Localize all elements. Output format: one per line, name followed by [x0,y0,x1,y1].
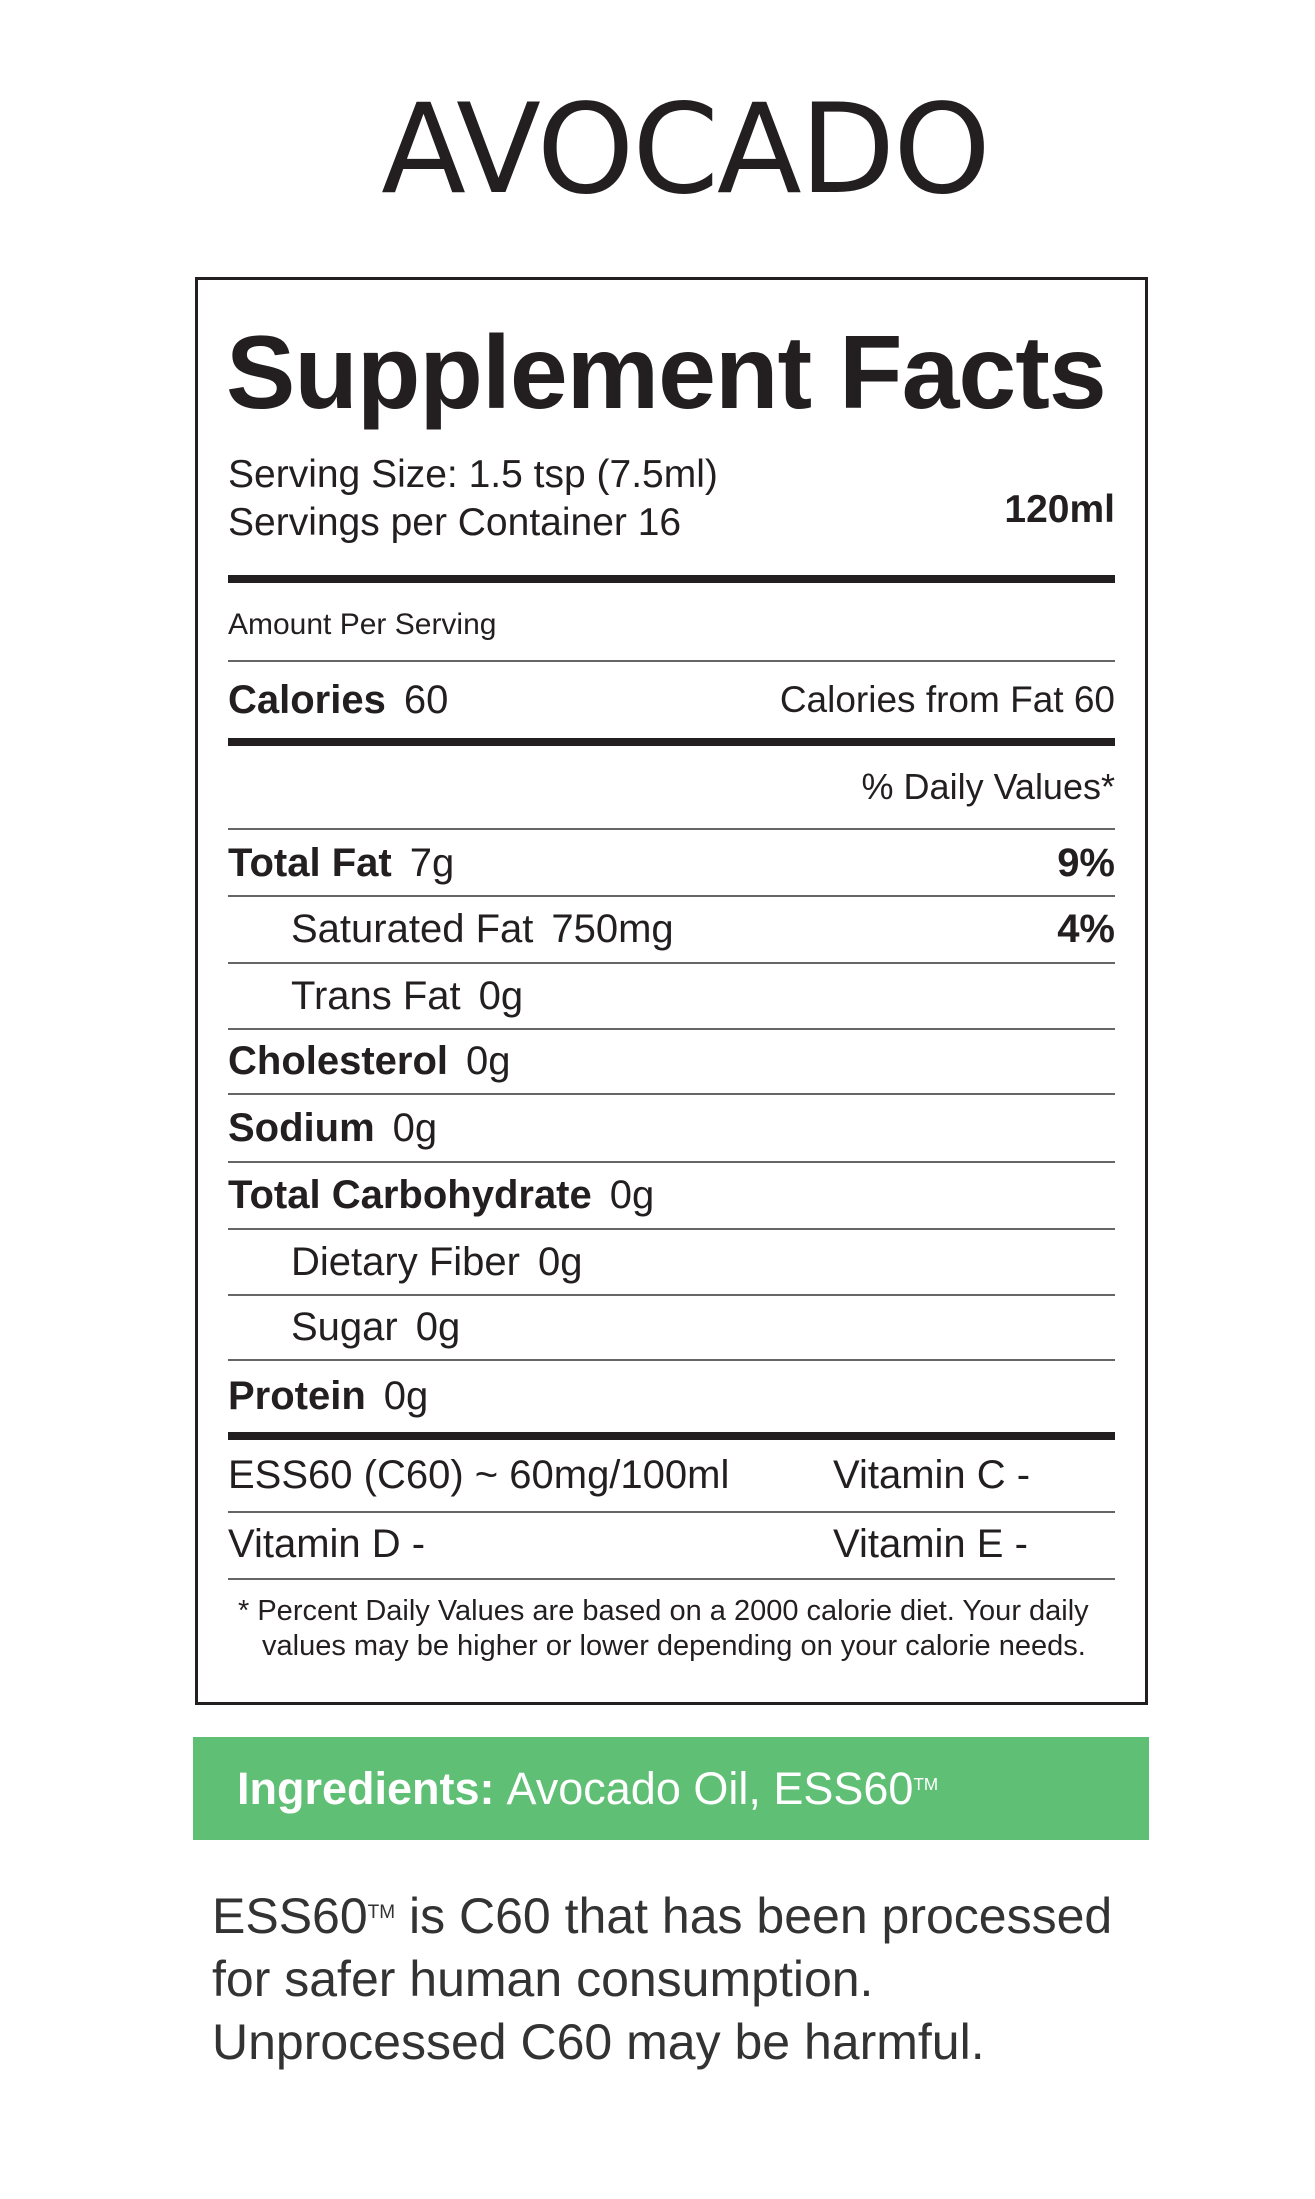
extras-row: ESS60 (C60) ~ 60mg/100ml Vitamin C - [228,1440,1115,1511]
divider [228,1228,1115,1230]
nutrient-amount: 750mg [551,907,674,951]
thick-divider [228,1432,1115,1440]
nutrient-row: Sodium 0g [228,1095,1115,1161]
divider [228,1578,1115,1580]
calories-from-fat: Calories from Fat 60 [779,679,1115,720]
calories-value: 60 [403,677,449,722]
note-line: Unprocessed C60 may be harmful. [212,2014,985,2070]
nutrient-name: Total Fat [228,840,392,885]
thick-divider [228,738,1115,746]
divider [228,1294,1115,1296]
nutrient-row: Total Fat 7g 9% [228,831,1115,895]
nutrient-row: Total Carbohydrate 0g [228,1163,1115,1228]
nutrient-row: Cholesterol 0g [228,1030,1115,1093]
nutrient-amount: 7g [409,840,455,885]
nutrient-name: Sugar [291,1305,398,1349]
nutrient-name: Protein [228,1374,366,1418]
daily-values-header: % Daily Values* [228,746,1115,828]
ess60-note: ESS60TM is C60 that has been processed f… [212,1885,1212,2074]
nutrient-amount: 0g [383,1374,429,1418]
supplement-facts-box [195,277,1148,1705]
calories-row: Calories 60 Calories from Fat 60 [228,662,1115,738]
nutrient-amount: 0g [415,1305,461,1349]
nutrient-daily-value: 9% [1057,840,1115,885]
divider [228,1359,1115,1361]
amount-per-serving: Amount Per Serving [228,608,497,641]
divider [228,1028,1115,1030]
nutrient-row: Sugar 0g [228,1296,1115,1359]
extra-item: Vitamin D - [228,1522,426,1566]
note-brand: ESS60 [212,1888,368,1944]
nutrient-name: Dietary Fiber [291,1239,520,1284]
nutrient-name: Saturated Fat [291,907,534,951]
product-title: AVOCADO [381,78,991,222]
nutrient-name: Sodium [228,1105,375,1150]
divider [228,895,1115,897]
thick-divider [228,575,1115,583]
servings-per-container: Servings per Container 16 [228,501,682,544]
nutrient-daily-value: 4% [1057,907,1115,951]
footnote-line: * Percent Daily Values are based on a 20… [238,1595,1089,1627]
divider [228,1093,1115,1095]
nutrient-row: Saturated Fat 750mg 4% [228,897,1115,962]
nutrient-amount: 0g [609,1173,655,1217]
divider [228,962,1115,964]
nutrient-name: Total Carbohydrate [228,1173,592,1217]
divider [228,1161,1115,1163]
extra-item: Vitamin E - [833,1522,1028,1566]
divider [228,660,1115,662]
nutrient-amount: 0g [478,973,524,1018]
nutrient-name: Cholesterol [228,1039,449,1083]
ingredients-value: Avocado Oil, ESS60 [506,1762,914,1814]
ingredients-band: Ingredients: Avocado Oil, ESS60 TM [193,1737,1149,1840]
ingredients-label: Ingredients: [237,1762,495,1814]
calories-label: Calories [228,677,386,722]
divider [228,1511,1115,1513]
nutrient-row: Trans Fat 0g [228,964,1115,1028]
nutrient-row: Protein 0g [228,1361,1115,1432]
trademark: TM [913,1774,939,1794]
footnote-line: values may be higher or lower depending … [262,1630,1086,1662]
nutrient-amount: 0g [466,1039,511,1083]
nutrient-amount: 0g [392,1105,438,1150]
daily-values-label: % Daily Values* [861,766,1115,807]
nutrient-name: Trans Fat [291,973,461,1018]
serving-size: Serving Size: 1.5 tsp (7.5ml) [228,453,718,496]
divider [228,828,1115,830]
container-volume: 120ml [1004,488,1115,531]
extra-item: ESS60 (C60) ~ 60mg/100ml [228,1453,730,1497]
trademark: TM [367,1902,396,1923]
note-line: is C60 that has been processed [395,1888,1113,1944]
extras-row: Vitamin D - Vitamin E - [228,1511,1115,1578]
nutrient-amount: 0g [537,1239,583,1284]
extra-item: Vitamin C - [833,1453,1031,1497]
daily-value-footnote: * Percent Daily Values are based on a 20… [238,1594,1118,1664]
supplement-facts-title: Supplement Facts [226,315,1107,431]
nutrient-row: Dietary Fiber 0g [228,1230,1115,1294]
note-line: for safer human consumption. [212,1951,874,2007]
